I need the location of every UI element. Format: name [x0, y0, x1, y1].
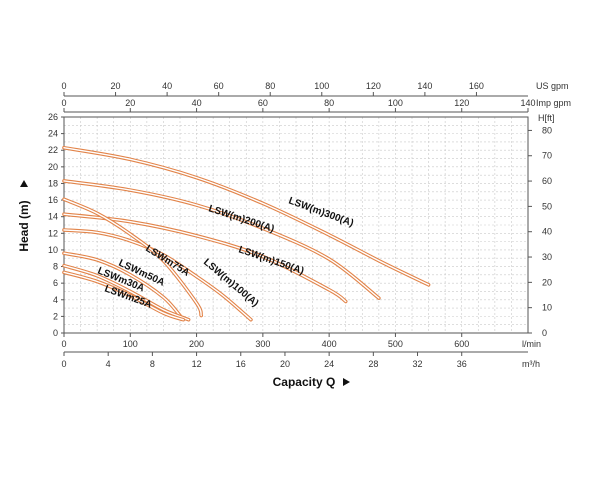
x-impgpm-tick-label: 40 [192, 98, 202, 108]
x-m3h-tick-label: 0 [61, 359, 66, 369]
y-right-tick-label: 70 [542, 151, 552, 161]
x-impgpm-tick-label: 120 [454, 98, 469, 108]
x-m3h-tick-label: 24 [324, 359, 334, 369]
x-lmin-tick-label: 0 [61, 339, 66, 349]
x-lmin-unit-label: l/min [522, 339, 541, 349]
y-right-unit-label: H[ft] [538, 113, 555, 123]
y-axis-title: Head (m) [17, 200, 31, 251]
pump-curve-core [63, 198, 202, 317]
x-impgpm-tick-label: 60 [258, 98, 268, 108]
x-m3h-tick-label: 4 [106, 359, 111, 369]
x-m3h-tick-label: 16 [236, 359, 246, 369]
x-lmin-tick-label: 600 [454, 339, 469, 349]
x-usgpm-tick-label: 60 [214, 81, 224, 91]
y-right-tick-label: 30 [542, 252, 552, 262]
pump-curve-core [63, 252, 181, 317]
x-usgpm-tick-label: 40 [162, 81, 172, 91]
x-lmin-tick-label: 100 [123, 339, 138, 349]
y-left-tick-label: 6 [53, 278, 58, 288]
x-usgpm-tick-label: 120 [366, 81, 381, 91]
x-lmin-tick-label: 200 [189, 339, 204, 349]
y-right-tick-label: 80 [542, 125, 552, 135]
x-usgpm-tick-label: 140 [417, 81, 432, 91]
curve-label: LSW(m)300(A) [287, 195, 355, 229]
y-right-tick-label: 60 [542, 176, 552, 186]
x-axis-title: Capacity Q [273, 375, 336, 389]
y-left-tick-label: 22 [48, 145, 58, 155]
x-m3h-tick-label: 36 [457, 359, 467, 369]
y-left-tick-label: 0 [53, 328, 58, 338]
axes-layer: 0246810121416182022242601020304050607080… [48, 81, 571, 369]
x-impgpm-unit-label: Imp gpm [536, 98, 571, 108]
x-m3h-tick-label: 28 [368, 359, 378, 369]
y-right-tick-label: 20 [542, 277, 552, 287]
x-usgpm-tick-label: 80 [265, 81, 275, 91]
x-impgpm-tick-label: 100 [388, 98, 403, 108]
x-usgpm-unit-label: US gpm [536, 81, 569, 91]
y-left-tick-label: 8 [53, 262, 58, 272]
y-left-tick-label: 24 [48, 129, 58, 139]
pump-curve-core [63, 265, 190, 321]
pump-curve-core [63, 213, 347, 303]
x-usgpm-tick-label: 0 [61, 81, 66, 91]
curve-label: LSW(m)150(A) [237, 244, 305, 277]
series-layer [62, 145, 431, 322]
y-left-tick-label: 16 [48, 195, 58, 205]
pump-curve-core [63, 180, 380, 299]
y-left-tick-label: 10 [48, 245, 58, 255]
y-left-tick-label: 26 [48, 112, 58, 122]
x-m3h-tick-label: 32 [413, 359, 423, 369]
y-right-tick-label: 10 [542, 303, 552, 313]
y-right-tick-label: 40 [542, 227, 552, 237]
x-lmin-tick-label: 300 [255, 339, 270, 349]
x-m3h-tick-label: 12 [192, 359, 202, 369]
pump-curve-core [63, 271, 185, 321]
y-left-tick-label: 2 [53, 311, 58, 321]
x-usgpm-tick-label: 100 [314, 81, 329, 91]
x-impgpm-tick-label: 20 [125, 98, 135, 108]
x-lmin-tick-label: 500 [388, 339, 403, 349]
y-left-tick-label: 20 [48, 162, 58, 172]
y-right-tick-label: 50 [542, 201, 552, 211]
x-m3h-tick-label: 8 [150, 359, 155, 369]
x-usgpm-tick-label: 20 [111, 81, 121, 91]
y-left-tick-label: 4 [53, 295, 58, 305]
y-left-tick-label: 12 [48, 228, 58, 238]
x-impgpm-tick-label: 140 [520, 98, 535, 108]
x-impgpm-tick-label: 80 [324, 98, 334, 108]
x-axis-title-arrow [343, 378, 350, 386]
y-axis-title-arrow [20, 180, 28, 187]
pump-curve-core [63, 229, 252, 321]
y-right-tick-label: 0 [542, 328, 547, 338]
pump-curve-core [63, 147, 430, 286]
x-lmin-tick-label: 400 [322, 339, 337, 349]
x-m3h-tick-label: 20 [280, 359, 290, 369]
x-m3h-unit-label: m³/h [522, 359, 540, 369]
x-impgpm-tick-label: 0 [61, 98, 66, 108]
plot-frame [63, 116, 529, 334]
y-left-tick-label: 18 [48, 178, 58, 188]
y-left-tick-label: 14 [48, 212, 58, 222]
x-usgpm-tick-label: 160 [469, 81, 484, 91]
